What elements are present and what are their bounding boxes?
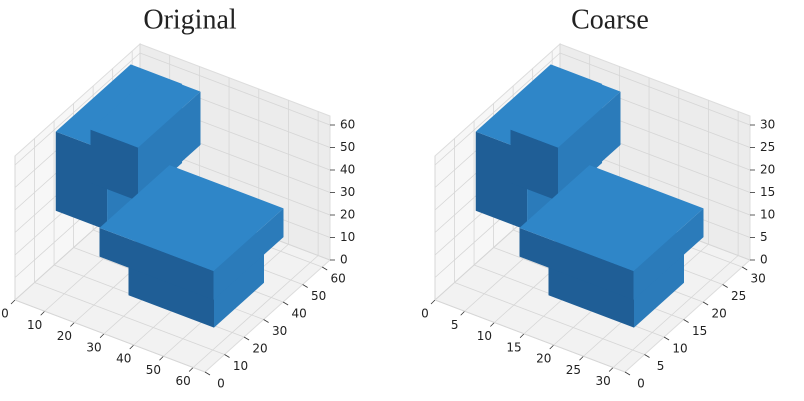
tick-mark [579, 356, 583, 360]
x-tick-label: 25 [566, 363, 581, 377]
y-tick-label: 40 [291, 307, 306, 321]
y-tick-label: 10 [233, 359, 248, 373]
tick-mark [189, 368, 193, 372]
x-tick-label: 60 [175, 374, 190, 388]
z-tick-label: 10 [760, 208, 775, 222]
x-tick-label: 30 [595, 374, 610, 388]
y-tick-label: 30 [751, 272, 766, 286]
page: Original01020304050600102030405060010203… [0, 0, 804, 401]
figure: Original01020304050600102030405060010203… [0, 0, 804, 401]
y-tick-label: 30 [272, 324, 287, 338]
tick-mark [205, 372, 210, 375]
x-tick-label: 5 [451, 318, 459, 332]
x-tick-label: 0 [421, 307, 429, 321]
tick-mark [70, 323, 74, 327]
z-tick-label: 25 [760, 140, 775, 154]
y-tick-label: 0 [217, 377, 225, 391]
z-tick-label: 60 [340, 118, 355, 132]
tick-mark [11, 300, 15, 304]
z-tick-label: 0 [340, 253, 348, 267]
tick-mark [684, 320, 689, 323]
tick-mark [645, 355, 650, 358]
tick-mark [431, 300, 435, 304]
tick-mark [225, 355, 230, 358]
z-tick-label: 20 [340, 208, 355, 222]
y-tick-label: 25 [731, 289, 746, 303]
x-tick-label: 50 [146, 363, 161, 377]
tick-mark [490, 323, 494, 327]
tick-mark [41, 311, 45, 315]
tick-mark [130, 345, 134, 349]
y-tick-label: 50 [311, 289, 326, 303]
tick-mark [303, 285, 308, 288]
z-tick-label: 40 [340, 163, 355, 177]
y-tick-label: 20 [711, 307, 726, 321]
x-tick-label: 10 [477, 329, 492, 343]
x-tick-label: 30 [86, 340, 101, 354]
tick-mark [461, 311, 465, 315]
tick-mark [244, 337, 249, 340]
z-tick-label: 20 [760, 163, 775, 177]
tick-mark [100, 334, 104, 338]
tick-mark [159, 356, 163, 360]
tick-mark [723, 285, 728, 288]
panel-title: Coarse [571, 4, 649, 35]
tick-mark [703, 302, 708, 305]
z-tick-label: 10 [340, 230, 355, 244]
y-tick-label: 10 [672, 342, 687, 356]
tick-mark [520, 334, 524, 338]
y-tick-label: 15 [692, 324, 707, 338]
tick-mark [625, 372, 630, 375]
x-tick-label: 15 [506, 340, 521, 354]
x-tick-label: 0 [1, 307, 9, 321]
z-tick-label: 15 [760, 185, 775, 199]
y-tick-label: 0 [637, 377, 645, 391]
z-tick-label: 0 [760, 253, 768, 267]
tick-mark [609, 368, 613, 372]
tick-mark [264, 320, 269, 323]
y-tick-label: 20 [252, 342, 267, 356]
y-tick-label: 5 [657, 359, 665, 373]
tick-mark [322, 267, 327, 270]
tick-mark [742, 267, 747, 270]
z-tick-label: 5 [760, 230, 768, 244]
z-tick-label: 30 [340, 185, 355, 199]
tick-mark [550, 345, 554, 349]
tick-mark [664, 337, 669, 340]
y-tick-label: 60 [331, 272, 346, 286]
x-tick-label: 40 [116, 352, 131, 366]
x-tick-label: 20 [536, 352, 551, 366]
panel-title: Original [143, 4, 237, 35]
z-tick-label: 30 [760, 118, 775, 132]
x-tick-label: 10 [27, 318, 42, 332]
x-tick-label: 20 [57, 329, 72, 343]
z-tick-label: 50 [340, 140, 355, 154]
tick-mark [283, 302, 288, 305]
